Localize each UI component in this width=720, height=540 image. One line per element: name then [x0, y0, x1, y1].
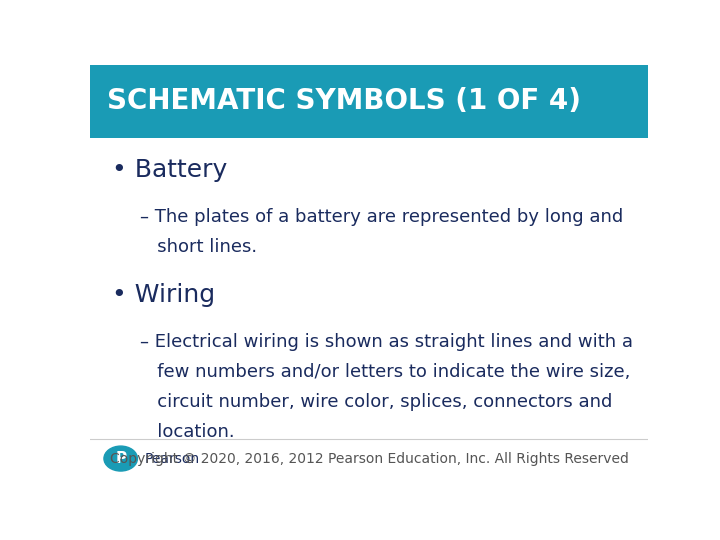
- Text: – Electrical wiring is shown as straight lines and with a: – Electrical wiring is shown as straight…: [140, 333, 633, 351]
- FancyBboxPatch shape: [90, 65, 648, 138]
- Text: Copyright © 2020, 2016, 2012 Pearson Education, Inc. All Rights Reserved: Copyright © 2020, 2016, 2012 Pearson Edu…: [109, 453, 629, 467]
- Text: circuit number, wire color, splices, connectors and: circuit number, wire color, splices, con…: [140, 393, 613, 411]
- Text: P: P: [115, 451, 126, 466]
- Text: • Battery: • Battery: [112, 158, 228, 183]
- Text: few numbers and/or letters to indicate the wire size,: few numbers and/or letters to indicate t…: [140, 363, 631, 381]
- Text: SCHEMATIC SYMBOLS (1 OF 4): SCHEMATIC SYMBOLS (1 OF 4): [107, 87, 581, 115]
- Circle shape: [104, 446, 138, 471]
- Text: Pearson: Pearson: [145, 451, 200, 465]
- Text: – The plates of a battery are represented by long and: – The plates of a battery are represente…: [140, 208, 624, 226]
- Text: location.: location.: [140, 423, 235, 441]
- Text: • Wiring: • Wiring: [112, 283, 215, 307]
- Text: short lines.: short lines.: [140, 238, 257, 256]
